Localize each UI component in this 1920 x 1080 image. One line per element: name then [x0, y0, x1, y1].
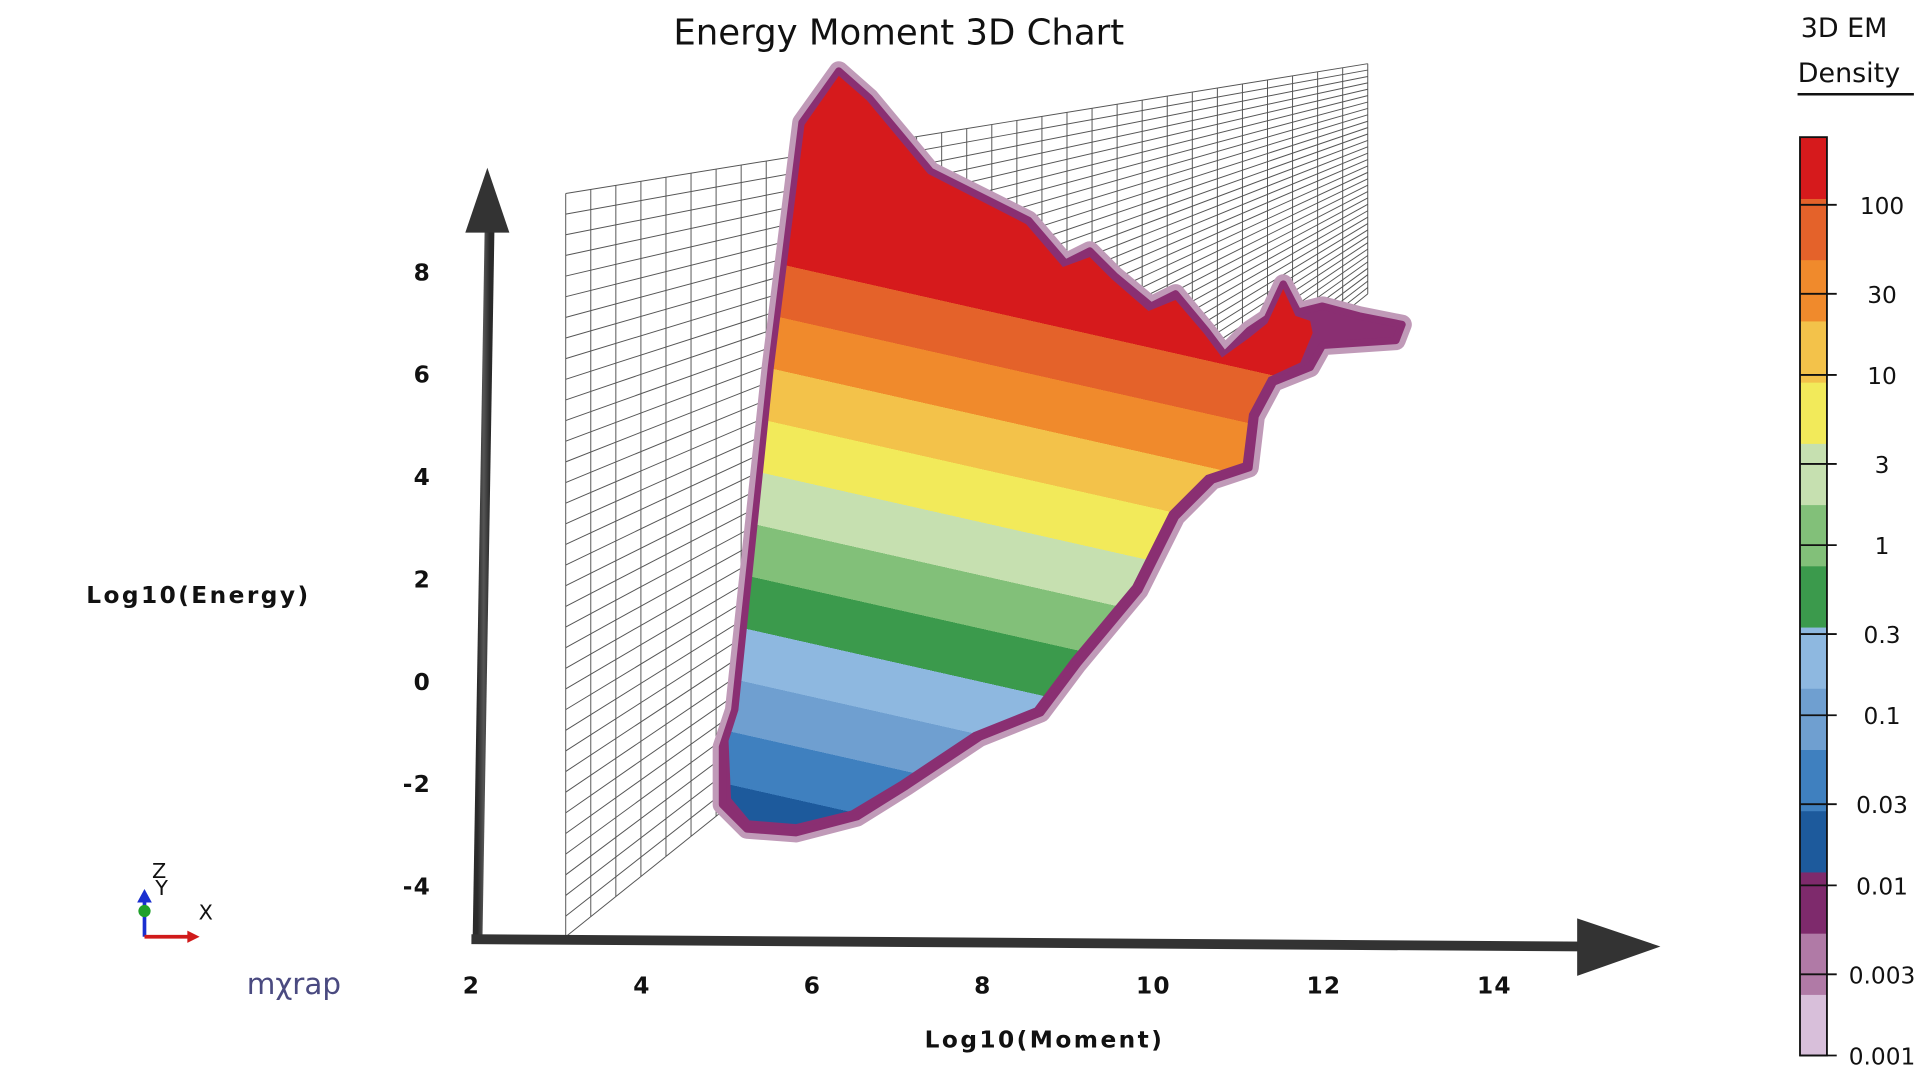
colorbar-band	[1800, 382, 1827, 444]
axes: 2 4 6 8 10 12 14 -4 -2 0 2 4 6 8	[403, 167, 1661, 999]
gizmo-label: Z	[152, 859, 166, 883]
colorbar-band	[1800, 198, 1827, 261]
y-tick-label: 0	[414, 669, 431, 696]
y-axis-line	[472, 214, 495, 940]
colorbar-band	[1800, 749, 1827, 812]
colorbar-tick-label: 0.3	[1864, 622, 1901, 649]
colorbar-tick-label: 0.1	[1864, 703, 1901, 730]
x-axis-arrow	[1577, 918, 1661, 976]
y-tick-label: 6	[414, 362, 431, 389]
x-tick-label: 10	[1136, 972, 1171, 999]
colorbar-band	[1800, 688, 1827, 750]
x-tick-label: 6	[804, 972, 821, 999]
colorbar-band	[1800, 810, 1827, 873]
colorbar-band	[1800, 443, 1827, 506]
wall-line	[565, 63, 1368, 194]
colorbar-band	[1800, 933, 1827, 995]
wall-line	[565, 82, 1368, 256]
colorbar-tick-label: 10	[1867, 363, 1897, 390]
colorbar-band	[1800, 565, 1827, 628]
x-tick-label: 8	[974, 972, 991, 999]
colorbar-title: Density	[1798, 58, 1900, 89]
colorbar-band	[1800, 504, 1827, 567]
x-axis-line	[471, 934, 1586, 952]
colorbar-tick-label: 3	[1875, 452, 1890, 479]
axes-gizmo: Z Y X	[137, 859, 213, 943]
colorbar-tick-label: 0.001	[1849, 1043, 1916, 1070]
y-tick-label: 8	[414, 259, 431, 286]
gizmo-label: X	[199, 900, 213, 924]
colorbar-band	[1800, 626, 1827, 689]
colorbar-band	[1800, 259, 1827, 322]
chart-title: Energy Moment 3D Chart	[673, 12, 1124, 53]
gizmo-label: Y	[154, 876, 168, 900]
colorbar-tick-label: 0.003	[1849, 962, 1916, 989]
x-tick-label: 4	[633, 972, 650, 999]
colorbar-title: 3D EM	[1801, 13, 1888, 44]
colorbar-tick-label: 0.01	[1856, 873, 1908, 900]
y-tick-label: 2	[414, 566, 431, 593]
y-tick-label: 4	[414, 464, 431, 491]
colorbar-tick-label: 100	[1860, 193, 1904, 220]
colorbar-band	[1800, 871, 1827, 934]
x-tick-label: 12	[1306, 972, 1341, 999]
x-tick-label: 2	[463, 972, 480, 999]
density-surface	[728, 75, 1313, 825]
colorbar-band	[1800, 137, 1827, 199]
y-tick-label: -4	[403, 874, 431, 901]
colorbar-tick-label: 30	[1867, 282, 1897, 309]
x-axis-label: Log10(Moment)	[925, 1026, 1165, 1053]
colorbar-band	[1800, 994, 1827, 1057]
colorbar-tick-label: 0.03	[1856, 792, 1908, 819]
colorbar-tick-label: 1	[1875, 533, 1890, 560]
wall-line	[565, 69, 1368, 215]
y-axis-label: Log10(Energy)	[86, 582, 310, 609]
y-tick-label: -2	[403, 771, 431, 798]
colorbar: 100 30 10 3 1 0.3 0.1 0.03 0.01 0.003 0.001	[1799, 136, 1916, 1070]
logo: mχrap	[247, 967, 341, 1001]
x-tick-label: 14	[1477, 972, 1512, 999]
gizmo-x-head	[187, 930, 200, 943]
wall-line	[565, 75, 1368, 236]
colorbar-band	[1800, 320, 1827, 383]
y-axis-arrow	[465, 167, 510, 233]
gizmo-y	[138, 904, 151, 918]
gizmo-z-head	[137, 888, 152, 903]
